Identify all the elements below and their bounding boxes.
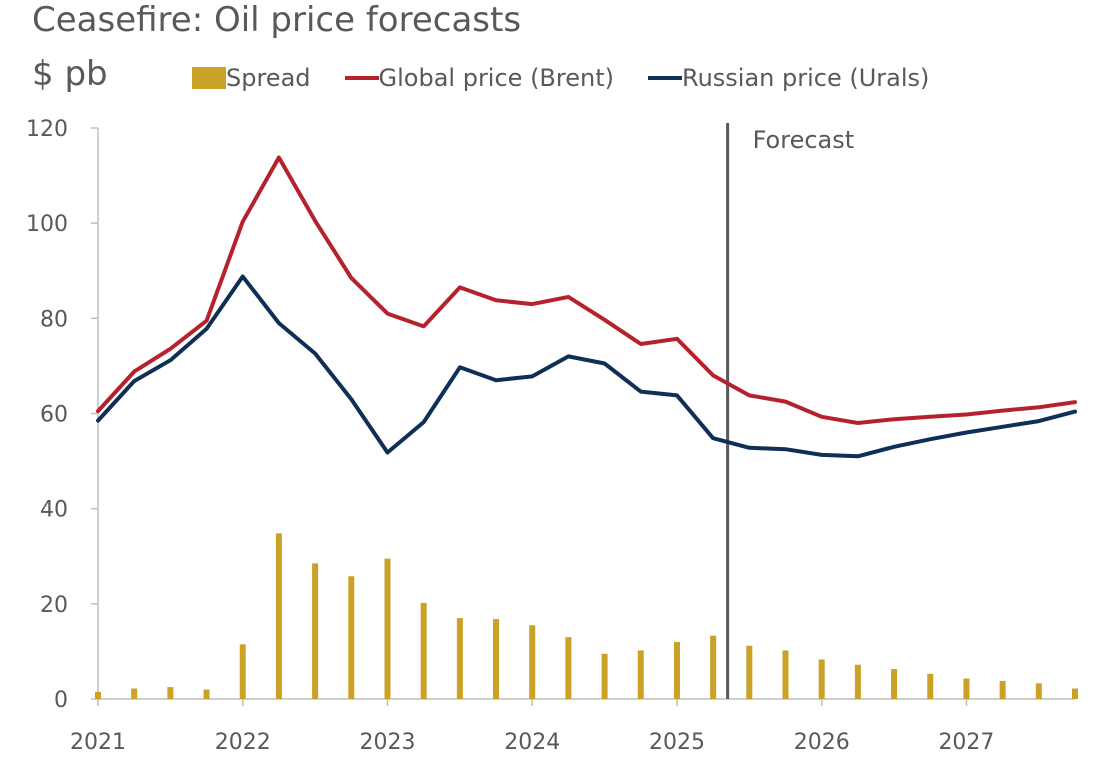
legend-item-brent: Global price (Brent) [344,64,614,92]
y-tick-label: 120 [26,117,68,142]
spread-bar [565,637,572,699]
spread-bar [456,618,463,699]
spread-bar [420,602,427,699]
spread-bar [131,688,138,699]
x-tick-label: 2026 [794,730,850,755]
spread-bar [637,650,644,699]
spread-bar [529,625,536,699]
x-tick-label: 2025 [649,730,705,755]
spread-bar [746,645,753,699]
spread-bar [1035,683,1042,699]
spread-bar [927,673,934,699]
x-tick-label: 2027 [938,730,994,755]
legend-label-urals: Russian price (Urals) [681,64,930,92]
legend-item-urals: Russian price (Urals) [647,64,930,92]
spread-bar [818,659,825,699]
legend-swatch-urals [647,76,682,80]
x-tick-label: 2021 [70,730,126,755]
legend-item-spread: Spread [192,64,311,92]
x-tick-label: 2024 [504,730,560,755]
spread-bar [673,641,680,699]
chart-title: Ceasefire: Oil price forecasts [32,0,522,40]
y-axis-unit-label: $ pb [32,54,108,94]
y-tick-label: 100 [26,212,68,237]
spread-bar [601,653,608,699]
spread-bar [782,650,789,699]
y-tick-label: 40 [40,498,68,523]
x-tick-label: 2022 [215,730,271,755]
y-tick-label: 60 [40,403,68,428]
y-tick-label: 80 [40,307,68,332]
legend-swatch-brent [344,76,379,80]
spread-bar [275,533,282,699]
spread-bar [1072,688,1078,699]
spread-bar [493,619,500,699]
spread-bar [167,687,174,699]
legend-swatch-spread [192,67,226,89]
spread-bar [710,635,717,699]
y-tick-label: 20 [40,593,68,618]
legend-label-spread: Spread [226,64,311,92]
spread-bar [239,644,246,699]
urals-price-line [96,274,1077,459]
spread-bar [348,576,355,699]
spread-bar [854,664,861,699]
spread-bar [312,563,319,699]
legend: Spread Global price (Brent) Russian pric… [192,64,963,92]
legend-label-brent: Global price (Brent) [378,64,614,92]
spread-bar [95,691,101,699]
spread-bar [999,680,1006,699]
x-tick-label: 2023 [359,730,415,755]
spread-bar [891,669,898,699]
spread-bar [963,678,970,699]
spread-bar [203,689,210,699]
spread-bar [384,558,391,699]
brent-price-line [96,155,1077,425]
y-tick-label: 0 [54,688,68,713]
forecast-label: Forecast [753,126,855,154]
